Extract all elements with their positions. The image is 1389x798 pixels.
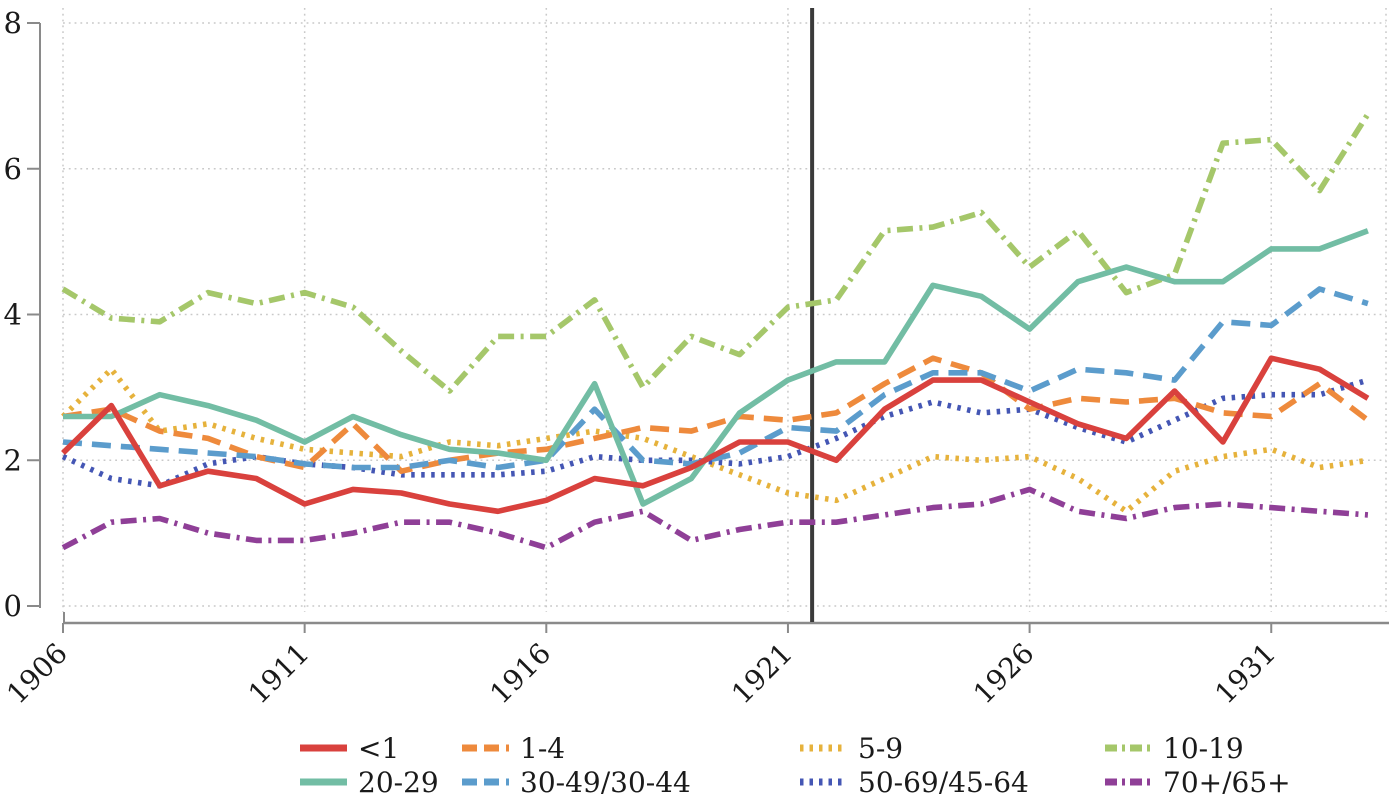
y-tick-label: 4: [4, 298, 22, 332]
legend-label-1-4: 1-4: [520, 732, 565, 765]
y-tick-label: 6: [4, 152, 22, 186]
series-line-20-29: [63, 228, 1369, 507]
x-tick-label: 1931: [1208, 637, 1282, 711]
x-tick-label: 1916: [484, 637, 558, 711]
legend-label-10-19: 10-19: [1163, 732, 1244, 765]
y-tick-label: 2: [4, 443, 22, 477]
y-tick-label: 8: [4, 6, 22, 40]
series-line-30-49/30-44: [62, 286, 1369, 471]
series-line-50-69/45-64: [61, 377, 1369, 489]
legend-label-20-29: 20-29: [358, 766, 439, 794]
legend-label-5-9: 5-9: [858, 732, 903, 765]
legend-label-30-49/30-44: 30-49/30-44: [520, 766, 691, 794]
legend-label-<1: <1: [358, 732, 399, 765]
series-line-1-4: [62, 355, 1370, 475]
x-tick-label: 1921: [725, 637, 799, 711]
x-tick-label: 1926: [967, 637, 1041, 711]
legend-label-50-69/45-64: 50-69/45-64: [858, 766, 1029, 794]
series-line-<1: [61, 355, 1370, 515]
legend-label-70+/65+: 70+/65+: [1163, 766, 1291, 794]
series-line-70+/65+: [61, 486, 1369, 551]
series-line-5-9: [61, 366, 1369, 515]
series-line-10-19: [61, 112, 1371, 394]
x-tick-label: 1906: [0, 637, 74, 711]
y-tick-label: 0: [4, 589, 22, 623]
x-tick-label: 1911: [242, 637, 316, 711]
